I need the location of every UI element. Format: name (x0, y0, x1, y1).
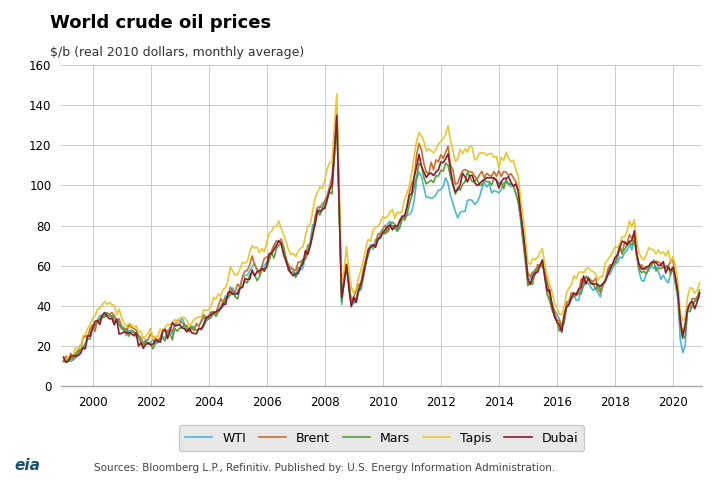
WTI (696, 293, 704, 299)
WTI (59, 358, 68, 363)
Tapis (62, 357, 71, 363)
Tapis (463, 149, 472, 155)
Dubai (62, 360, 71, 365)
Brent (59, 359, 68, 364)
Mars (333, 113, 341, 119)
Brent (424, 171, 433, 177)
Mars (463, 169, 472, 175)
Dubai (269, 247, 278, 252)
Text: Sources: Bloomberg L.P., Refinitiv. Published by: U.S. Energy Information Admini: Sources: Bloomberg L.P., Refinitiv. Publ… (94, 463, 555, 473)
Mars (269, 255, 278, 261)
Brent (335, 203, 343, 209)
WTI (66, 359, 75, 364)
Brent (696, 289, 704, 295)
Mars (301, 257, 310, 263)
Text: $/b (real 2010 dollars, monthly average): $/b (real 2010 dollars, monthly average) (50, 46, 305, 59)
Line: Brent: Brent (63, 113, 700, 361)
WTI (269, 244, 278, 250)
Brent (267, 249, 276, 254)
Dubai (696, 290, 704, 296)
Dubai (463, 179, 472, 185)
Tapis (696, 280, 704, 286)
Mars (62, 359, 71, 364)
Brent (461, 167, 469, 172)
Tapis (338, 277, 346, 283)
Mars (338, 299, 346, 305)
Text: World crude oil prices: World crude oil prices (50, 14, 271, 33)
Brent (333, 110, 341, 116)
Legend: WTI, Brent, Mars, Tapis, Dubai: WTI, Brent, Mars, Tapis, Dubai (179, 425, 585, 451)
Line: Tapis: Tapis (63, 94, 700, 360)
Line: Dubai: Dubai (63, 116, 700, 362)
Tapis (333, 91, 341, 97)
Dubai (301, 248, 310, 253)
Mars (78, 347, 87, 352)
WTI (338, 301, 346, 307)
WTI (333, 118, 341, 123)
Mars (427, 177, 436, 183)
Dubai (338, 295, 346, 300)
WTI (427, 195, 436, 201)
Dubai (427, 170, 436, 176)
Line: Mars: Mars (63, 116, 700, 361)
Brent (299, 257, 307, 263)
Tapis (78, 333, 87, 339)
Mars (696, 287, 704, 293)
Tapis (427, 148, 436, 154)
Dubai (333, 113, 341, 119)
Dubai (59, 354, 68, 360)
Dubai (78, 345, 87, 350)
Tapis (59, 354, 68, 360)
Line: WTI: WTI (63, 120, 700, 361)
WTI (78, 344, 87, 350)
WTI (463, 198, 472, 204)
Tapis (269, 224, 278, 230)
Brent (76, 348, 85, 354)
WTI (301, 253, 310, 259)
Mars (59, 359, 68, 364)
Tapis (301, 233, 310, 239)
Text: eia: eia (14, 458, 40, 473)
